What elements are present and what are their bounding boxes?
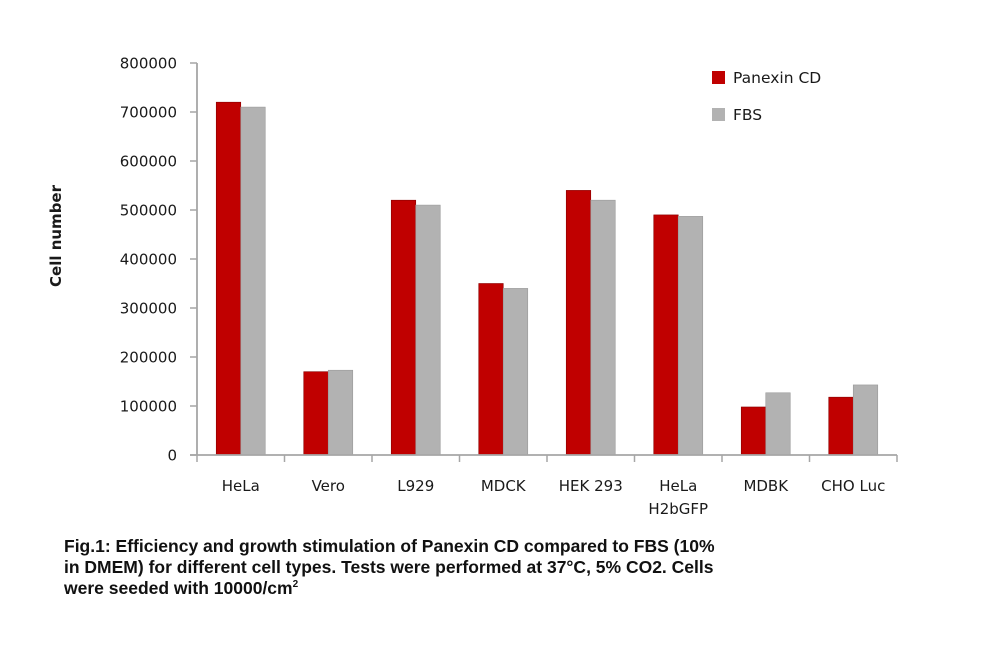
- bar-panexin-cd: [390, 199, 417, 456]
- x-tick-label: HEK 293: [559, 477, 623, 495]
- bar-panexin-cd: [478, 283, 504, 456]
- x-tick-label: MDCK: [481, 477, 527, 495]
- bar-panexin-cd: [215, 101, 242, 456]
- x-tick-label: MDBK: [743, 477, 789, 495]
- legend-swatch: [712, 108, 725, 121]
- x-axis-labels: HeLa Vero L929 MDCK HEK 293 HeLa H2bGFP MDBK CHO…: [222, 477, 886, 518]
- y-axis-label: Cell number: [47, 184, 65, 287]
- bar-panexin-cd: [828, 396, 854, 456]
- bars: [215, 101, 879, 456]
- x-tick-label: HeLa: [659, 477, 697, 495]
- y-tick-label: 100000: [120, 398, 177, 416]
- y-tick-label: 700000: [120, 104, 177, 122]
- x-tick-label: Vero: [312, 477, 345, 495]
- legend-label: Panexin CD: [733, 69, 821, 87]
- bar-panexin-cd: [653, 214, 679, 456]
- x-tick-label: H2bGFP: [648, 500, 708, 518]
- caption-superscript: 2: [292, 579, 299, 590]
- bar-fbs: [240, 106, 266, 456]
- bar-fbs: [415, 204, 441, 456]
- bar-chart: 0 100000 200000 300000 400000 500000 600000 700…: [47, 55, 898, 518]
- figure-caption: Fig.1: Efficiency and growth stimulation…: [64, 536, 964, 599]
- legend-label: FBS: [733, 106, 762, 124]
- bar-fbs: [327, 369, 354, 456]
- caption-line-1: Fig.1: Efficiency and growth stimulation…: [64, 536, 715, 556]
- axes: [190, 63, 898, 462]
- bar-fbs: [590, 199, 616, 456]
- y-tick-label: 200000: [120, 349, 177, 367]
- bar-panexin-cd: [565, 190, 592, 456]
- y-axis-ticks: 0 100000 200000 300000 400000 500000 600000 700…: [120, 55, 197, 465]
- bar-fbs: [677, 216, 704, 456]
- bar-panexin-cd: [303, 371, 329, 456]
- bar-fbs: [502, 288, 529, 456]
- y-tick-label: 500000: [120, 202, 177, 220]
- caption-line-3-text: were seeded with 10000/cm: [64, 578, 293, 598]
- x-tick-label: L929: [397, 477, 434, 495]
- caption-line-2: in DMEM) for different cell types. Tests…: [64, 557, 714, 577]
- legend: Panexin CD FBS: [712, 69, 821, 124]
- y-tick-label: 0: [167, 447, 177, 465]
- bar-panexin-cd: [740, 406, 767, 456]
- x-tick-label: CHO Luc: [821, 477, 885, 495]
- y-tick-label: 600000: [120, 153, 177, 171]
- x-tick-label: HeLa: [222, 477, 260, 495]
- legend-swatch: [712, 71, 725, 84]
- y-tick-label: 300000: [120, 300, 177, 318]
- bar-fbs: [765, 392, 791, 456]
- y-tick-label: 800000: [120, 55, 177, 73]
- bar-fbs: [852, 384, 879, 456]
- y-tick-label: 400000: [120, 251, 177, 269]
- caption-line-3: were seeded with 10000/cm2: [64, 578, 964, 599]
